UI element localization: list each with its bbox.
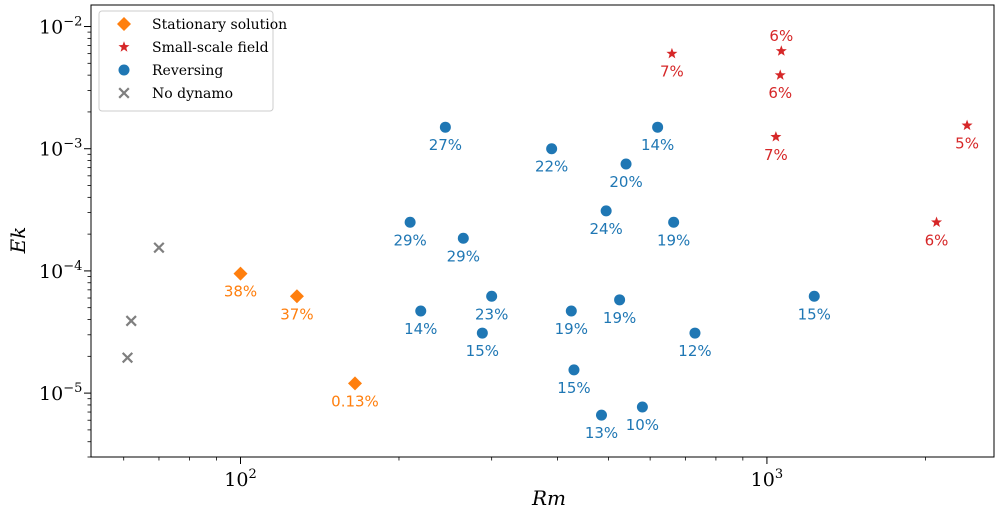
data-point (600, 205, 612, 217)
data-point (808, 290, 820, 302)
data-label: 7% (764, 146, 788, 164)
data-label: 6% (769, 27, 793, 45)
chart-marks: 38% 37% 0.13% 7% 6% 6% 7% 5% 6% 27% 22% 14% 20% 24% 29… (121, 27, 979, 442)
y-tick-base: 10 (39, 261, 63, 283)
legend: Stationary solution Small-scale field Reve… (98, 10, 287, 112)
data-label: 15% (557, 379, 590, 397)
data-point (568, 364, 580, 376)
data-point (689, 327, 701, 339)
data-label: 14% (404, 320, 437, 338)
data-label: 10% (626, 416, 659, 434)
data-label: 19% (603, 309, 636, 327)
y-tick-base: 10 (39, 139, 63, 161)
data-label: 20% (609, 173, 642, 191)
data-point (486, 290, 498, 302)
data-label: 19% (555, 320, 588, 338)
data-label: 6% (925, 231, 949, 249)
data-point (652, 121, 664, 133)
data-label: 38% (224, 283, 257, 301)
data-point (770, 131, 782, 142)
data-point (668, 216, 680, 228)
y-tick-exponent: −5 (63, 381, 82, 396)
data-label: 22% (535, 158, 568, 176)
data-label: 15% (798, 305, 831, 323)
y-tick-exponent: −3 (63, 137, 82, 152)
data-point (153, 242, 165, 254)
data-point (620, 158, 632, 170)
data-label: 14% (641, 136, 674, 154)
legend-label: Reversing (152, 63, 223, 79)
data-point (121, 352, 134, 364)
x-tick-label: 103 (751, 467, 783, 491)
legend-label: Small-scale field (152, 40, 269, 56)
x-tick-exponent: 3 (775, 467, 783, 482)
y-tick-label: 10−2 (39, 15, 82, 39)
legend-label: No dynamo (152, 86, 233, 102)
plot-area-frame (90, 4, 995, 458)
y-tick-exponent: −2 (63, 15, 82, 30)
y-tick-base: 10 (39, 17, 63, 39)
y-tick-label: 10−4 (39, 259, 82, 283)
legend-marker (118, 87, 130, 99)
x-tick-base: 10 (224, 469, 248, 491)
data-label: 24% (589, 220, 622, 238)
y-tick-exponent: −4 (63, 259, 82, 274)
data-point (457, 232, 469, 244)
data-label: 29% (393, 231, 426, 249)
data-point (347, 376, 362, 391)
y-axis-ticks: 10−510−410−310−2 (39, 15, 91, 458)
data-label: 0.13% (331, 392, 379, 410)
data-label: 19% (657, 231, 690, 249)
data-point (233, 266, 248, 281)
data-label: 23% (475, 305, 508, 323)
data-label: 5% (955, 134, 979, 152)
series-no-dynamo (121, 242, 165, 364)
legend-marker (118, 41, 130, 52)
series-small-scale-field: 7% 6% 6% 7% 5% 6% (660, 27, 979, 249)
data-label: 12% (678, 342, 711, 360)
data-label: 15% (466, 342, 499, 360)
data-point (636, 401, 648, 413)
legend-box (98, 10, 274, 112)
data-point (775, 45, 787, 56)
data-point (476, 327, 488, 339)
data-label: 29% (447, 247, 480, 265)
data-label: 37% (280, 305, 313, 323)
legend-label: Stationary solution (152, 17, 287, 33)
x-axis-label: Rm (531, 486, 566, 510)
data-label: 7% (660, 63, 684, 81)
series-stationary-solution: 38% 37% 0.13% (224, 266, 379, 410)
data-point (415, 305, 427, 317)
data-label: 6% (768, 84, 792, 102)
data-label: 13% (585, 424, 618, 442)
data-point (546, 143, 558, 155)
legend-marker (117, 17, 131, 31)
x-axis-ticks: 102 103 (123, 457, 926, 491)
data-point (595, 409, 607, 421)
x-tick-base: 10 (751, 469, 775, 491)
data-point (666, 47, 678, 59)
data-point (774, 69, 786, 80)
y-tick-label: 10−3 (39, 137, 82, 161)
data-point (125, 315, 137, 327)
y-tick-base: 10 (39, 383, 63, 405)
x-tick-label: 102 (224, 467, 256, 491)
data-point (614, 294, 626, 306)
y-tick-label: 10−5 (39, 381, 82, 405)
x-tick-exponent: 2 (248, 467, 256, 482)
data-point (931, 216, 943, 227)
data-point (404, 216, 416, 228)
data-label: 27% (429, 136, 462, 154)
legend-marker (118, 64, 130, 76)
series-reversing: 27% 22% 14% 20% 24% 29% 29% 19% 14% 23% 15% 19% 19% 1… (393, 121, 831, 442)
data-point (439, 121, 451, 133)
data-point (289, 289, 304, 304)
data-point (961, 119, 973, 131)
y-axis-label: Ek (6, 227, 30, 255)
data-point (565, 305, 577, 317)
